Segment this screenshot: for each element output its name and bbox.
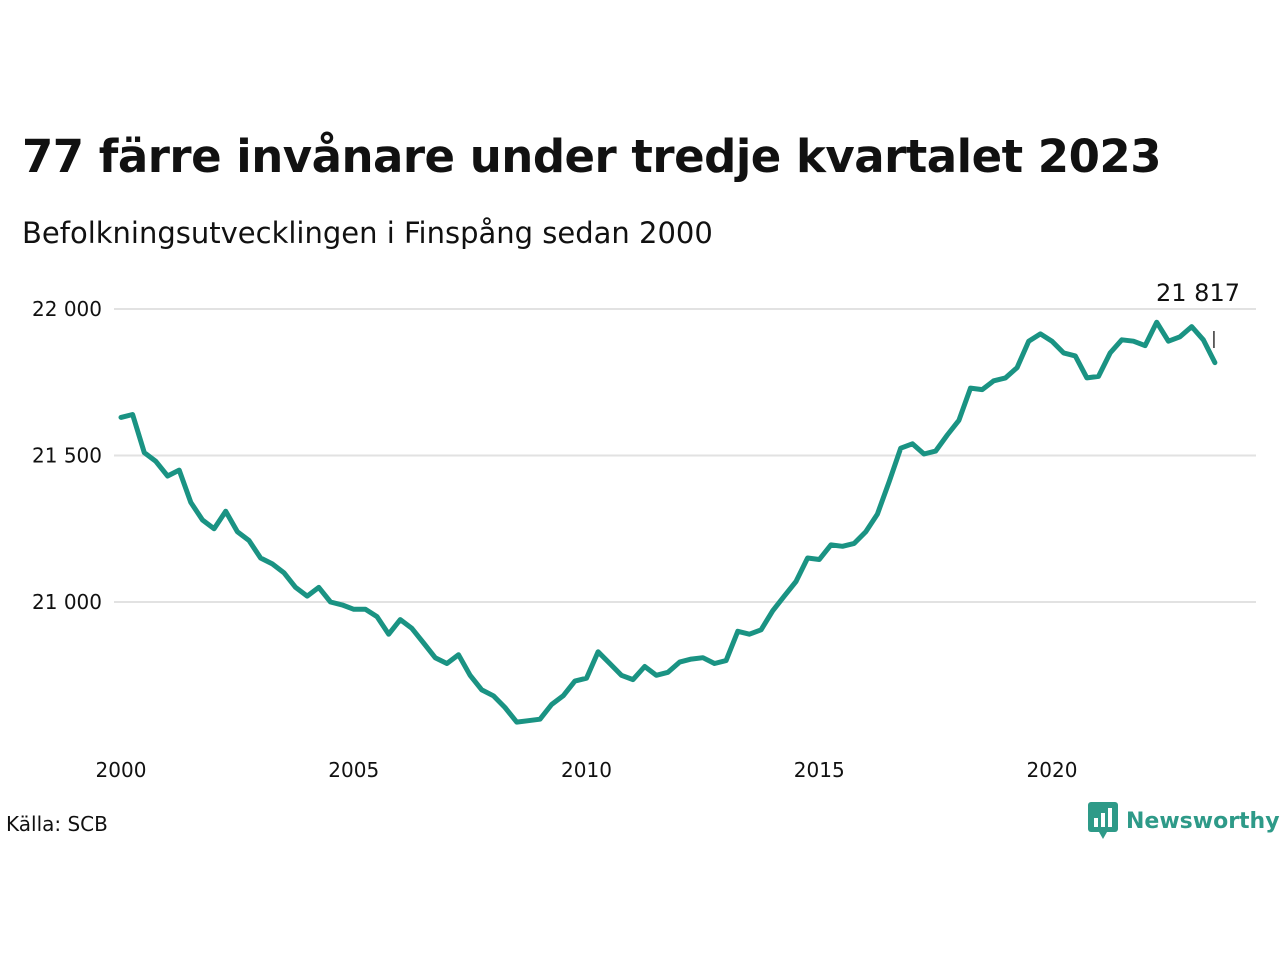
x-axis-labels: 2000 2005 2010 2015 2020 bbox=[96, 758, 1078, 782]
x-tick-label: 2020 bbox=[1027, 758, 1078, 782]
series-line bbox=[118, 319, 1218, 725]
x-tick-label: 2015 bbox=[794, 758, 845, 782]
grid-lines bbox=[114, 308, 1256, 603]
newsworthy-logo-icon bbox=[1088, 802, 1118, 839]
brand-logo[interactable]: Newsworthy bbox=[1088, 802, 1280, 840]
source-note: Källa: SCB bbox=[6, 812, 108, 836]
x-tick-label: 2005 bbox=[328, 758, 379, 782]
y-axis-labels: 21 000 21 500 22 000 bbox=[32, 297, 102, 614]
y-tick-label: 21 500 bbox=[32, 444, 102, 468]
population-series bbox=[118, 319, 1218, 725]
brand-name: Newsworthy bbox=[1126, 808, 1280, 834]
x-tick-label: 2010 bbox=[561, 758, 612, 782]
chart-title: 77 färre invånare under tredje kvartalet… bbox=[22, 130, 1162, 183]
chart-subtitle: Befolkningsutvecklingen i Finspång sedan… bbox=[22, 216, 713, 250]
y-tick-label: 21 000 bbox=[32, 590, 102, 614]
y-tick-label: 22 000 bbox=[32, 297, 102, 321]
x-tick-label: 2000 bbox=[96, 758, 147, 782]
end-value-label: 21 817 bbox=[1156, 279, 1240, 307]
end-annotation: 21 817 bbox=[1156, 279, 1240, 348]
